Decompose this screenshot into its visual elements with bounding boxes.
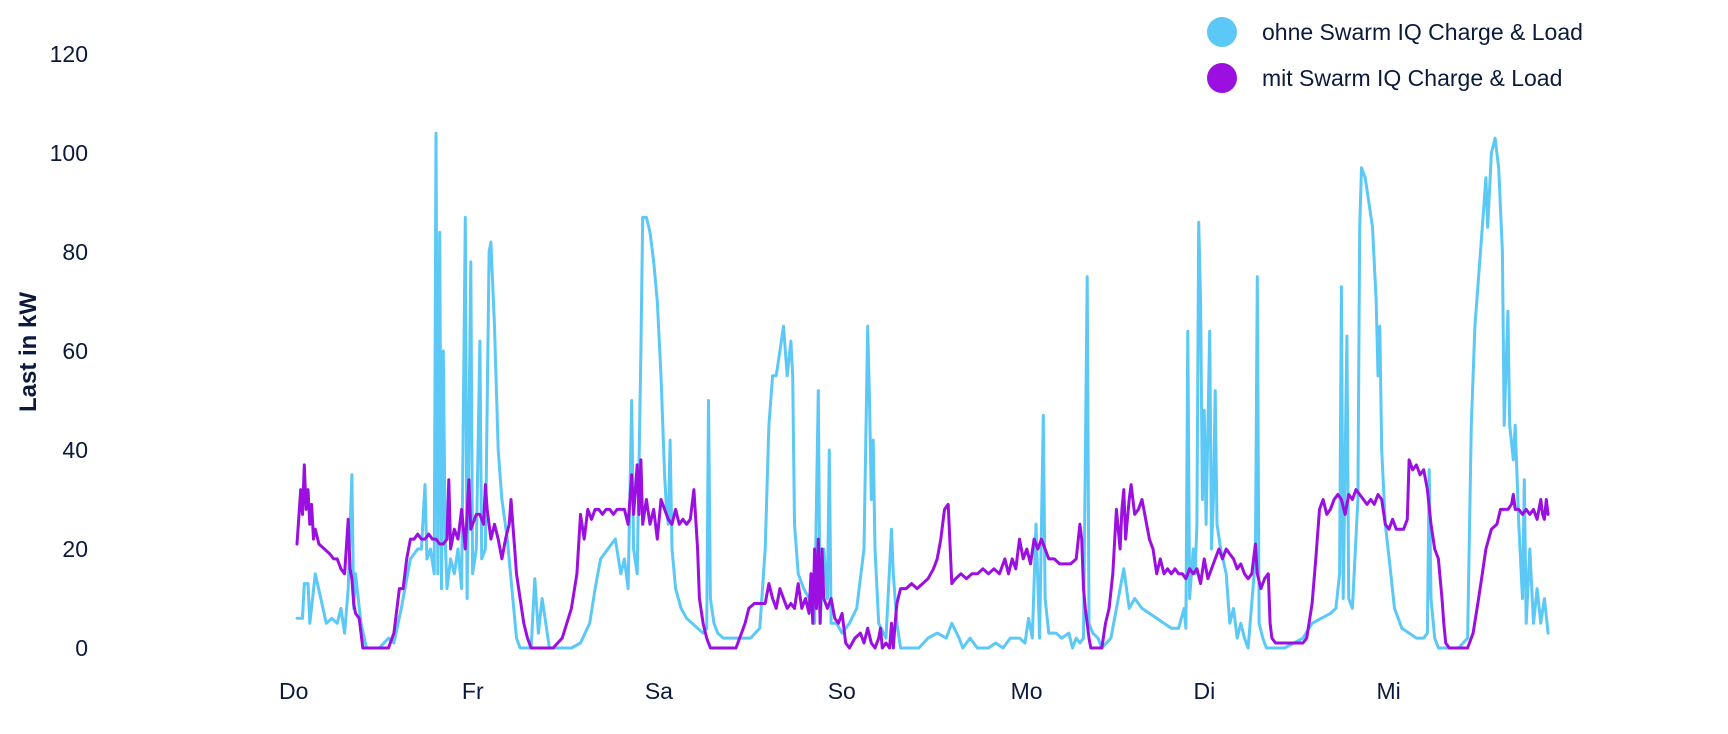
x-tick-label: Do xyxy=(279,678,308,704)
series-layer xyxy=(295,131,1550,650)
y-tick-label: 20 xyxy=(62,536,88,562)
y-tick-label: 100 xyxy=(50,140,88,166)
x-axis: Do Fr Sa So Mo Di Mi xyxy=(279,678,1401,704)
series-line-2 xyxy=(295,458,1550,650)
series-line-1 xyxy=(295,131,1550,650)
x-tick-label: Mi xyxy=(1376,678,1400,704)
legend-marker-2 xyxy=(1207,63,1237,93)
y-tick-label: 40 xyxy=(62,437,88,463)
x-tick-label: Mo xyxy=(1011,678,1043,704)
legend-label-1[interactable]: ohne Swarm IQ Charge & Load xyxy=(1262,19,1583,45)
y-axis-label: Last in kW xyxy=(15,292,42,412)
legend-marker-1 xyxy=(1207,17,1237,47)
y-tick-label: 120 xyxy=(50,41,88,67)
y-tick-label: 0 xyxy=(75,635,88,661)
x-tick-label: Di xyxy=(1194,678,1216,704)
legend[interactable]: ohne Swarm IQ Charge & Load mit Swarm IQ … xyxy=(1207,17,1583,93)
x-tick-label: Fr xyxy=(462,678,484,704)
legend-label-2[interactable]: mit Swarm IQ Charge & Load xyxy=(1262,65,1562,91)
x-tick-label: Sa xyxy=(645,678,673,704)
y-tick-label: 60 xyxy=(62,338,88,364)
y-tick-label: 80 xyxy=(62,239,88,265)
x-tick-label: So xyxy=(828,678,856,704)
y-axis: 0 20 40 60 80 100 120 xyxy=(50,41,88,661)
